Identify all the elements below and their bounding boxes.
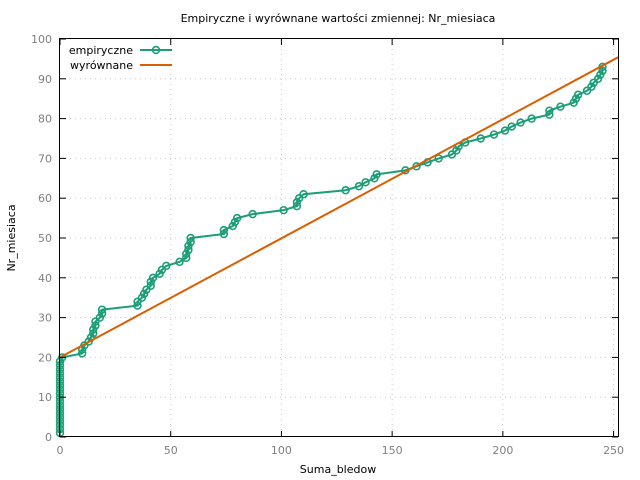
chart-title: Empiryczne i wyrównane wartości zmiennej… [181,12,496,25]
data-point [341,186,350,195]
data-point [232,213,242,223]
y-tick-label: 70 [38,152,52,165]
x-tick-label: 200 [492,444,513,457]
data-point [354,182,364,191]
legend-label: wyrównane [70,59,133,72]
legend-label: empiryczne [69,44,133,57]
data-point [489,130,499,139]
data-point [77,349,87,358]
y-tick-label: 80 [38,113,52,126]
x-tick-label: 250 [603,444,624,457]
x-tick-label: 100 [271,444,292,457]
data-point [573,90,583,99]
x-axis-label: Suma_bledow [300,463,376,476]
data-point [89,329,98,338]
y-axis-label: Nr_miesiaca [5,204,18,271]
data-point [186,237,195,247]
y-tick-label: 60 [38,192,52,205]
data-point [97,305,107,314]
data-point [182,253,191,263]
data-point [545,106,554,115]
data-point [133,301,142,310]
data-point [299,190,308,199]
legend: empiryczne wyrównane [69,44,172,72]
data-point [556,102,565,111]
y-tick-label: 50 [38,232,52,245]
y-tick-label: 100 [31,33,52,46]
series-layer [55,56,619,438]
data-point [184,245,193,255]
data-point [434,154,443,163]
data-point [279,205,288,215]
data-point [507,122,516,131]
legend-marker [151,45,161,55]
data-point [292,201,302,211]
data-point [527,114,536,123]
y-tick-label: 30 [38,312,52,325]
y-tick-label: 20 [38,351,52,364]
series-line [59,56,619,359]
data-point [598,66,607,76]
data-point [175,257,184,267]
data-point [148,273,158,282]
data-point [516,118,525,127]
data-point [146,281,155,290]
ticks: 0 10 20 30 40 50 60 70 80 90 100 0 50 100 150 200 250 [31,33,624,457]
y-tick-label: 10 [38,391,52,404]
grid [60,39,618,437]
y-tick-label: 0 [45,431,52,444]
plot-border [59,38,619,437]
x-tick-label: 0 [57,444,64,457]
data-point [372,170,381,179]
data-point [361,178,370,187]
data-point [248,209,257,219]
data-point [219,229,229,239]
data-point [476,134,485,143]
data-point [219,225,229,235]
data-point [97,309,107,318]
y-tick-label: 90 [38,73,52,86]
data-point [162,261,171,271]
y-tick-label: 40 [38,272,52,285]
data-point [545,110,554,119]
series-1 [55,62,607,438]
series-line [59,66,604,434]
data-point [412,162,421,171]
series-2 [59,56,619,359]
data-point [500,126,510,135]
data-point [186,233,195,243]
x-tick-label: 150 [382,444,403,457]
x-tick-label: 50 [164,444,178,457]
data-point [91,321,100,330]
